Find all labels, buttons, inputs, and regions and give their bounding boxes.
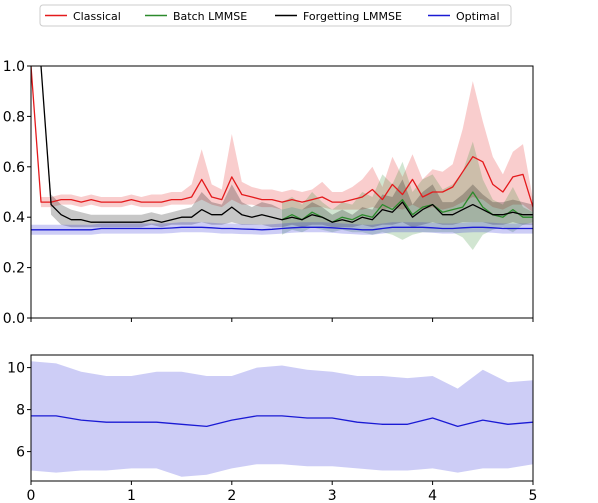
bot-ytick-label: 8	[16, 403, 25, 419]
top-line-forgetting-lmmse	[40, 66, 533, 223]
bottom-series-lines	[31, 415, 533, 428]
top-axes-frame	[30, 65, 534, 319]
bot-xtick-label: 1	[127, 488, 136, 503]
bottom-panel: 6 8 10 0 1 2 3 4 5	[7, 354, 537, 503]
legend-label-classical: Classical	[73, 10, 121, 23]
bot-xtick-label: 3	[328, 488, 337, 503]
bot-xtick-label: 0	[27, 488, 36, 503]
bottom-axes-frame	[30, 354, 534, 482]
top-ytick-label: 0.8	[3, 109, 25, 125]
top-band-forgetting-lmmse	[41, 66, 533, 228]
bot-ytick-label: 10	[7, 361, 25, 377]
top-ytick-label: 0.0	[3, 311, 25, 327]
bot-band-optimal	[31, 361, 533, 477]
bot-xtick-label: 2	[227, 488, 236, 503]
top-ytick-label: 0.6	[3, 160, 25, 176]
bottom-axis-ticks: 6 8 10 0 1 2 3 4 5	[7, 361, 537, 503]
top-axis-ticks: 0.0 0.2 0.4 0.6 0.8 1.0	[3, 59, 534, 327]
bot-xtick-label: 5	[529, 488, 538, 503]
top-panel: 0.0 0.2 0.4 0.6 0.8 1.0	[3, 59, 534, 327]
top-band-batch-lmmse	[282, 141, 533, 250]
legend-label-batch-lmmse: Batch LMMSE	[173, 10, 247, 23]
legend: Classical Batch LMMSE Forgetting LMMSE Opti…	[39, 4, 512, 27]
bot-line-optimal	[31, 415, 533, 428]
legend-label-forgetting-lmmse: Forgetting LMMSE	[303, 10, 402, 23]
bottom-confidence-bands	[31, 361, 533, 477]
legend-label-optimal: Optimal	[456, 10, 500, 23]
bot-ytick-label: 6	[16, 445, 25, 461]
top-ytick-label: 0.4	[3, 210, 25, 226]
bot-xtick-label: 4	[428, 488, 437, 503]
top-line-classical	[31, 66, 533, 208]
top-ytick-label: 0.2	[3, 261, 25, 277]
top-line-optimal	[31, 226, 533, 231]
top-series-lines	[31, 66, 533, 231]
top-band-classical	[31, 66, 533, 213]
top-ytick-label: 1.0	[3, 59, 25, 75]
